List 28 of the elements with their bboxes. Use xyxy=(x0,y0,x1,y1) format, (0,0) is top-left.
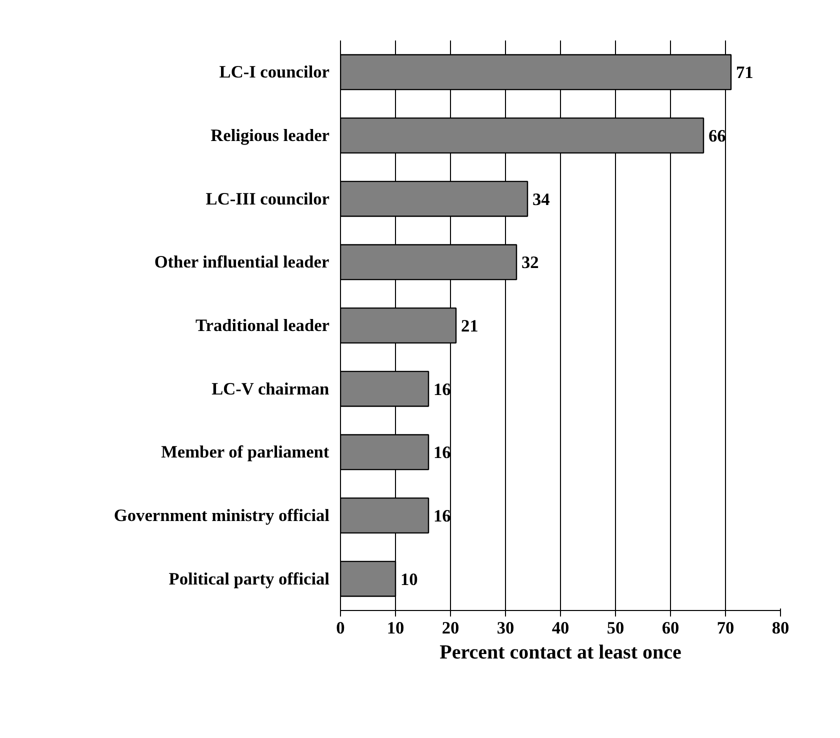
data-label: 66 xyxy=(708,126,726,146)
y-tick-label: Government ministry official xyxy=(114,506,330,525)
data-label: 16 xyxy=(434,380,452,399)
y-tick-label: Political party official xyxy=(168,569,330,588)
x-tick-label: 70 xyxy=(716,618,734,638)
x-tick-label: 0 xyxy=(336,618,345,638)
y-tick-label: Member of parliament xyxy=(161,442,330,462)
data-label: 10 xyxy=(400,570,418,589)
y-tick-label: LC-I councilor xyxy=(219,62,330,82)
x-tick-label: 40 xyxy=(552,618,570,638)
data-label: 21 xyxy=(461,316,478,336)
x-tick-label: 20 xyxy=(442,618,460,638)
y-tick-label: Religious leader xyxy=(210,126,330,145)
x-tick-label: 30 xyxy=(496,618,514,638)
x-tick-label: 50 xyxy=(606,618,624,638)
data-label: 32 xyxy=(522,253,539,272)
data-label: 34 xyxy=(532,190,550,209)
data-label: 71 xyxy=(736,63,754,82)
data-label: 16 xyxy=(434,443,452,462)
y-tick-label: Traditional leader xyxy=(196,316,330,335)
y-tick-label: LC-V chairman xyxy=(212,379,330,398)
x-tick-label: 80 xyxy=(772,618,790,638)
y-tick-label: Other influential leader xyxy=(154,252,330,272)
y-tick-label: LC-III councilor xyxy=(206,189,330,208)
x-tick-label: 60 xyxy=(662,618,680,638)
data-label: 16 xyxy=(434,506,452,526)
x-axis-title: Percent contact at least once xyxy=(440,642,682,664)
x-tick-label: 10 xyxy=(386,618,404,638)
